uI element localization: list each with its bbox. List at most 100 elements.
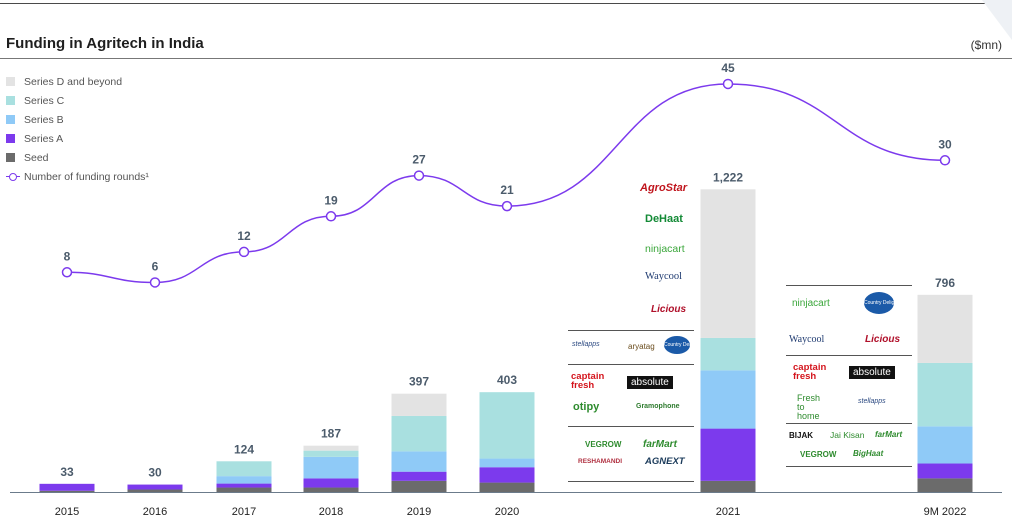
bar-seed-2018 bbox=[303, 487, 359, 492]
legend-label-seed: Seed bbox=[24, 151, 49, 164]
legend-swatch-series-c bbox=[6, 96, 15, 105]
bar-series-b-2021 bbox=[700, 370, 756, 429]
total-label-2020: 403 bbox=[497, 373, 517, 387]
logo-absolute-2022: absolute bbox=[849, 366, 895, 379]
total-label-2017: 124 bbox=[234, 442, 254, 456]
bar-series-b-2019 bbox=[391, 451, 447, 472]
bar-seed-2017 bbox=[216, 487, 272, 492]
logo-country-delight-2022: Country Delight bbox=[864, 292, 894, 314]
logo-box-2021 bbox=[568, 330, 694, 482]
legend-swatch-series-a bbox=[6, 134, 15, 143]
logo-agrostar: AgroStar bbox=[640, 182, 688, 194]
logo-bijak: BIJAK bbox=[789, 431, 814, 440]
bar-series-a-2016 bbox=[127, 484, 183, 490]
total-label-2015: 33 bbox=[60, 465, 74, 479]
legend-item-series-a: Series A bbox=[6, 129, 149, 148]
logo-vegrow-2022: VEGROW bbox=[800, 450, 837, 459]
rounds-point-2016 bbox=[149, 277, 161, 288]
logo-gramophone: Gramophone bbox=[636, 403, 680, 410]
legend: Series D and beyond Series C Series B Se… bbox=[6, 72, 149, 186]
logo-reshamandi: RESHAMANDI bbox=[578, 458, 623, 465]
legend-label-rounds: Number of funding rounds¹ bbox=[24, 170, 149, 183]
bar-series-c-9m-2022 bbox=[917, 362, 973, 427]
total-label-9m-2022: 796 bbox=[935, 276, 955, 290]
unit-label: ($mn) bbox=[970, 38, 1002, 52]
x-tick-label-2021: 2021 bbox=[716, 506, 740, 518]
legend-item-rounds: Number of funding rounds¹ bbox=[6, 167, 149, 186]
logo-waycool-2022: Waycool bbox=[789, 334, 825, 345]
bar-seed-2019 bbox=[391, 480, 447, 492]
logo-stellapps: stellapps bbox=[572, 341, 600, 348]
legend-item-series-c: Series C bbox=[6, 91, 149, 110]
legend-item-series-b: Series B bbox=[6, 110, 149, 129]
bar-seed-2016 bbox=[127, 489, 183, 492]
bar-seed-2020 bbox=[479, 482, 535, 492]
bar-series-c-2019 bbox=[391, 415, 447, 452]
legend-label-series-a: Series A bbox=[24, 132, 64, 145]
bar-series-d-and-beyond-2018 bbox=[303, 445, 359, 451]
logo-divider-2022-a bbox=[786, 355, 912, 357]
logo-stellapps-2022: stellapps bbox=[858, 398, 886, 405]
legend-swatch-rounds bbox=[6, 172, 20, 181]
logo-farmart-2022: farMart bbox=[875, 430, 903, 439]
title-rule bbox=[0, 58, 1012, 59]
x-tick-label-2020: 2020 bbox=[495, 506, 519, 518]
total-label-2018: 187 bbox=[321, 427, 341, 441]
logo-divider-2021-seed bbox=[568, 426, 694, 428]
logo-jai-kisan: Jai Kisan bbox=[830, 430, 865, 440]
x-tick-label-9m-2022: 9M 2022 bbox=[924, 506, 967, 518]
total-label-2019: 397 bbox=[409, 375, 429, 389]
x-tick-label-2017: 2017 bbox=[232, 506, 256, 518]
logo-agnext: AGNEXT bbox=[645, 456, 685, 467]
rounds-point-2021 bbox=[722, 78, 734, 90]
logo-freshtohome: Fresh to home bbox=[797, 393, 821, 421]
rounds-label-2018: 19 bbox=[324, 193, 338, 207]
rounds-label-9m-2022: 30 bbox=[938, 137, 952, 151]
rounds-point-2015 bbox=[61, 267, 73, 278]
legend-label-series-c: Series C bbox=[24, 94, 65, 107]
top-rule bbox=[0, 3, 995, 4]
legend-swatch-series-d bbox=[6, 77, 15, 86]
bar-series-d-and-beyond-9m-2022 bbox=[917, 294, 973, 363]
legend-item-series-d: Series D and beyond bbox=[6, 72, 149, 91]
bar-seed-2021 bbox=[700, 480, 756, 492]
logo-licious-2022: Licious bbox=[865, 334, 901, 345]
logo-box-2022 bbox=[786, 285, 912, 467]
bar-series-a-2017 bbox=[216, 483, 272, 488]
logo-divider-2022-seed bbox=[786, 423, 912, 425]
x-tick-label-2019: 2019 bbox=[407, 506, 431, 518]
rounds-label-2016: 6 bbox=[152, 259, 159, 273]
rounds-label-2015: 8 bbox=[64, 249, 71, 263]
bar-series-d-and-beyond-2019 bbox=[391, 393, 447, 416]
bar-series-a-2019 bbox=[391, 471, 447, 481]
rounds-label-2021: 45 bbox=[721, 61, 735, 75]
x-tick-label-2016: 2016 bbox=[143, 506, 167, 518]
logo-country-delight: Country Delight bbox=[664, 336, 690, 354]
x-tick-label-2018: 2018 bbox=[319, 506, 343, 518]
bar-series-a-2021 bbox=[700, 428, 756, 481]
logo-absolute: absolute bbox=[627, 376, 673, 389]
rounds-point-2020 bbox=[501, 200, 513, 212]
bar-seed-2015 bbox=[39, 490, 95, 492]
legend-swatch-series-b bbox=[6, 115, 15, 124]
logo-captain-fresh: captain fresh bbox=[571, 371, 605, 391]
logo-dehaat: DeHaat bbox=[645, 213, 683, 225]
bar-series-b-2018 bbox=[303, 456, 359, 479]
bar-series-a-9m-2022 bbox=[917, 463, 973, 479]
bar-seed-9m-2022 bbox=[917, 478, 973, 492]
rounds-point-2017 bbox=[238, 246, 250, 258]
logo-waycool: Waycool bbox=[645, 271, 683, 282]
corner-decoration bbox=[982, 0, 1012, 40]
bar-series-c-2020 bbox=[479, 392, 535, 459]
logo-licious: Licious bbox=[651, 304, 687, 315]
legend-swatch-seed bbox=[6, 153, 15, 162]
x-tick-label-2015: 2015 bbox=[55, 506, 79, 518]
bar-series-b-2020 bbox=[479, 458, 535, 468]
bar-series-c-2018 bbox=[303, 450, 359, 457]
bar-series-b-2017 bbox=[216, 476, 272, 484]
logo-captain-fresh-2022: captain fresh bbox=[793, 362, 827, 382]
rounds-label-2017: 12 bbox=[237, 229, 251, 243]
logo-bighaat: BigHaat bbox=[853, 449, 884, 458]
total-label-2016: 30 bbox=[148, 466, 162, 480]
rounds-point-9m-2022 bbox=[939, 155, 951, 166]
